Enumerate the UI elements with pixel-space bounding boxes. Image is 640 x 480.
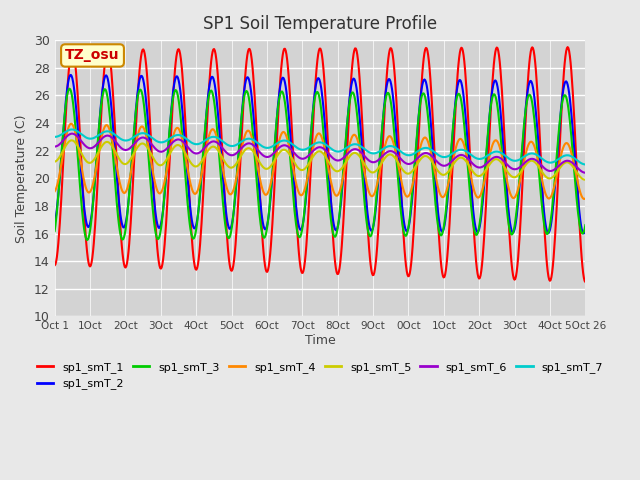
sp1_smT_7: [198, 140, 205, 145]
sp1_smT_2: [60, 116, 68, 122]
Line: sp1_smT_6: sp1_smT_6: [54, 133, 586, 173]
sp1_smT_3: [198, 161, 206, 167]
sp1_smT_3: [116, 231, 124, 237]
sp1_smT_3: [65, 86, 73, 92]
sp1_smT_7: [401, 151, 408, 157]
sp1_smT_6: [68, 131, 76, 136]
sp1_smT_5: [580, 177, 588, 182]
sp1_smT_2: [580, 230, 588, 236]
sp1_smT_2: [385, 76, 393, 82]
sp1_smT_3: [170, 90, 178, 96]
sp1_smT_7: [51, 134, 58, 140]
sp1_smT_5: [68, 137, 76, 143]
Y-axis label: Soil Temperature (C): Soil Temperature (C): [15, 114, 28, 242]
sp1_smT_5: [51, 159, 58, 165]
Line: sp1_smT_7: sp1_smT_7: [54, 130, 586, 165]
sp1_smT_3: [401, 233, 409, 239]
sp1_smT_1: [582, 279, 589, 285]
sp1_smT_4: [582, 195, 589, 201]
sp1_smT_4: [170, 132, 177, 138]
sp1_smT_1: [169, 98, 177, 104]
sp1_smT_2: [582, 228, 589, 233]
sp1_smT_2: [51, 220, 58, 226]
Line: sp1_smT_2: sp1_smT_2: [54, 75, 586, 233]
sp1_smT_5: [582, 177, 589, 182]
Legend: sp1_smT_1, sp1_smT_2, sp1_smT_3, sp1_smT_4, sp1_smT_5, sp1_smT_6, sp1_smT_7: sp1_smT_1, sp1_smT_2, sp1_smT_3, sp1_smT…: [33, 358, 607, 394]
sp1_smT_6: [401, 159, 408, 165]
sp1_smT_4: [51, 189, 58, 194]
sp1_smT_6: [385, 148, 393, 154]
sp1_smT_7: [60, 130, 68, 135]
sp1_smT_3: [83, 237, 91, 243]
sp1_smT_7: [116, 135, 124, 141]
sp1_smT_1: [51, 263, 58, 268]
sp1_smT_3: [51, 228, 58, 234]
sp1_smT_5: [116, 156, 124, 162]
sp1_smT_5: [385, 152, 393, 157]
sp1_smT_2: [116, 205, 124, 211]
sp1_smT_3: [582, 222, 589, 228]
Title: SP1 Soil Temperature Profile: SP1 Soil Temperature Profile: [203, 15, 437, 33]
Line: sp1_smT_3: sp1_smT_3: [54, 89, 586, 240]
sp1_smT_5: [198, 158, 205, 164]
sp1_smT_4: [198, 172, 205, 178]
sp1_smT_2: [198, 173, 205, 179]
sp1_smT_4: [67, 121, 75, 127]
sp1_smT_1: [385, 56, 392, 62]
Line: sp1_smT_4: sp1_smT_4: [54, 124, 586, 199]
Line: sp1_smT_5: sp1_smT_5: [54, 140, 586, 180]
sp1_smT_4: [580, 196, 588, 202]
sp1_smT_3: [386, 94, 394, 99]
sp1_smT_2: [67, 72, 75, 78]
sp1_smT_7: [582, 162, 589, 168]
sp1_smT_4: [116, 179, 124, 185]
sp1_smT_1: [197, 232, 205, 238]
sp1_smT_4: [60, 144, 68, 149]
sp1_smT_7: [68, 127, 76, 132]
sp1_smT_5: [170, 145, 177, 151]
sp1_smT_6: [582, 170, 589, 176]
sp1_smT_6: [116, 144, 124, 149]
sp1_smT_1: [564, 44, 572, 50]
sp1_smT_7: [170, 133, 177, 139]
sp1_smT_4: [385, 133, 393, 139]
sp1_smT_1: [115, 199, 123, 204]
sp1_smT_7: [385, 143, 393, 149]
sp1_smT_1: [400, 236, 408, 242]
Line: sp1_smT_1: sp1_smT_1: [54, 47, 586, 282]
sp1_smT_2: [170, 86, 177, 92]
Text: TZ_osu: TZ_osu: [65, 48, 120, 62]
sp1_smT_6: [198, 148, 205, 154]
sp1_smT_3: [60, 117, 68, 122]
sp1_smT_1: [60, 141, 68, 146]
sp1_smT_5: [60, 145, 68, 151]
sp1_smT_6: [170, 139, 177, 144]
sp1_smT_6: [60, 136, 68, 142]
sp1_smT_6: [51, 144, 58, 149]
sp1_smT_5: [401, 169, 408, 175]
sp1_smT_4: [401, 190, 408, 196]
sp1_smT_2: [401, 222, 408, 228]
X-axis label: Time: Time: [305, 334, 335, 347]
